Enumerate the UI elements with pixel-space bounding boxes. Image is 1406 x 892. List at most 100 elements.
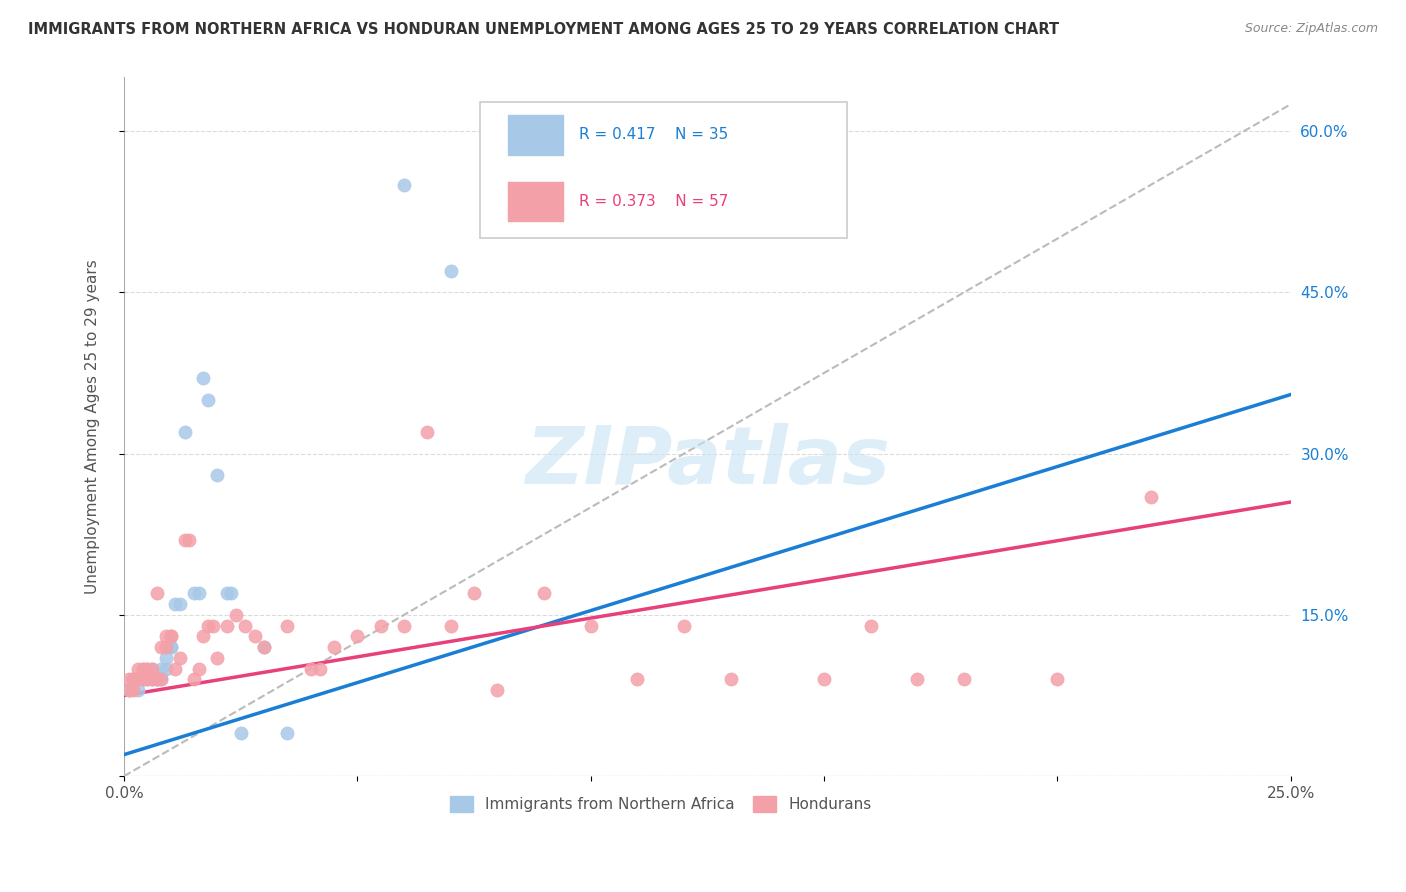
Point <box>197 618 219 632</box>
Point <box>159 640 181 655</box>
Point <box>159 640 181 655</box>
Point <box>145 673 167 687</box>
Point <box>122 673 145 687</box>
Text: IMMIGRANTS FROM NORTHERN AFRICA VS HONDURAN UNEMPLOYMENT AMONG AGES 25 TO 29 YEA: IMMIGRANTS FROM NORTHERN AFRICA VS HONDU… <box>28 22 1059 37</box>
Point <box>150 673 173 687</box>
Point <box>117 673 139 687</box>
Point <box>309 662 332 676</box>
Point <box>122 673 145 687</box>
Point <box>183 586 205 600</box>
Point <box>127 673 149 687</box>
FancyBboxPatch shape <box>508 115 562 155</box>
Text: R = 0.373    N = 57: R = 0.373 N = 57 <box>579 194 728 210</box>
Point <box>155 629 177 643</box>
Point <box>392 618 415 632</box>
Point <box>233 618 256 632</box>
Point <box>141 673 163 687</box>
Point <box>159 629 181 643</box>
Point <box>276 618 298 632</box>
Point <box>145 673 167 687</box>
Point <box>145 673 167 687</box>
Point <box>672 618 695 632</box>
Point <box>392 178 415 192</box>
Point <box>131 662 153 676</box>
Point <box>201 618 224 632</box>
Legend: Immigrants from Northern Africa, Hondurans: Immigrants from Northern Africa, Hondura… <box>437 784 883 824</box>
Point <box>127 683 149 698</box>
Point <box>150 662 173 676</box>
Point <box>127 662 149 676</box>
Point <box>1046 673 1069 687</box>
Point <box>813 673 835 687</box>
Point <box>136 662 159 676</box>
Point <box>155 662 177 676</box>
Point <box>141 662 163 676</box>
Point <box>141 662 163 676</box>
Point <box>136 673 159 687</box>
Point <box>179 533 201 547</box>
Point <box>150 673 173 687</box>
Point <box>299 662 322 676</box>
Point <box>486 178 509 192</box>
Point <box>169 597 191 611</box>
Point <box>1139 490 1161 504</box>
Point <box>225 607 247 622</box>
Point <box>173 533 195 547</box>
Point <box>131 662 153 676</box>
Point <box>117 683 139 698</box>
Point <box>145 586 167 600</box>
Point <box>136 673 159 687</box>
Point <box>169 651 191 665</box>
Text: ZIPatlas: ZIPatlas <box>524 423 890 500</box>
Point <box>122 673 145 687</box>
Point <box>136 662 159 676</box>
Point <box>322 640 344 655</box>
Point <box>486 683 509 698</box>
Point <box>859 618 882 632</box>
Point <box>197 392 219 407</box>
Point <box>219 586 242 600</box>
Point <box>229 726 252 740</box>
Y-axis label: Unemployment Among Ages 25 to 29 years: Unemployment Among Ages 25 to 29 years <box>86 260 100 594</box>
Point <box>215 618 238 632</box>
Point <box>370 618 392 632</box>
Point <box>253 640 276 655</box>
Point <box>905 673 928 687</box>
Point <box>439 618 461 632</box>
Point <box>346 629 368 643</box>
Point <box>439 264 461 278</box>
Point <box>207 468 229 483</box>
Point <box>215 586 238 600</box>
Point <box>183 673 205 687</box>
Point <box>416 425 439 440</box>
Point <box>165 597 187 611</box>
Point <box>253 640 276 655</box>
Point <box>463 586 485 600</box>
Point <box>533 586 555 600</box>
Point <box>117 683 139 698</box>
Point <box>193 371 215 385</box>
Point <box>141 673 163 687</box>
FancyBboxPatch shape <box>479 102 848 238</box>
Point <box>155 640 177 655</box>
FancyBboxPatch shape <box>508 182 562 221</box>
Point <box>155 651 177 665</box>
Point <box>953 673 976 687</box>
Point <box>173 425 195 440</box>
Point <box>207 651 229 665</box>
Point <box>127 673 149 687</box>
Point <box>187 586 209 600</box>
Point <box>165 662 187 676</box>
Text: Source: ZipAtlas.com: Source: ZipAtlas.com <box>1244 22 1378 36</box>
Point <box>159 629 181 643</box>
Point <box>626 673 648 687</box>
Point <box>579 618 602 632</box>
Point <box>131 673 153 687</box>
Point <box>193 629 215 643</box>
Point <box>276 726 298 740</box>
Point <box>187 662 209 676</box>
Text: R = 0.417    N = 35: R = 0.417 N = 35 <box>579 128 728 142</box>
Point <box>150 640 173 655</box>
Point <box>131 673 153 687</box>
Point <box>720 673 742 687</box>
